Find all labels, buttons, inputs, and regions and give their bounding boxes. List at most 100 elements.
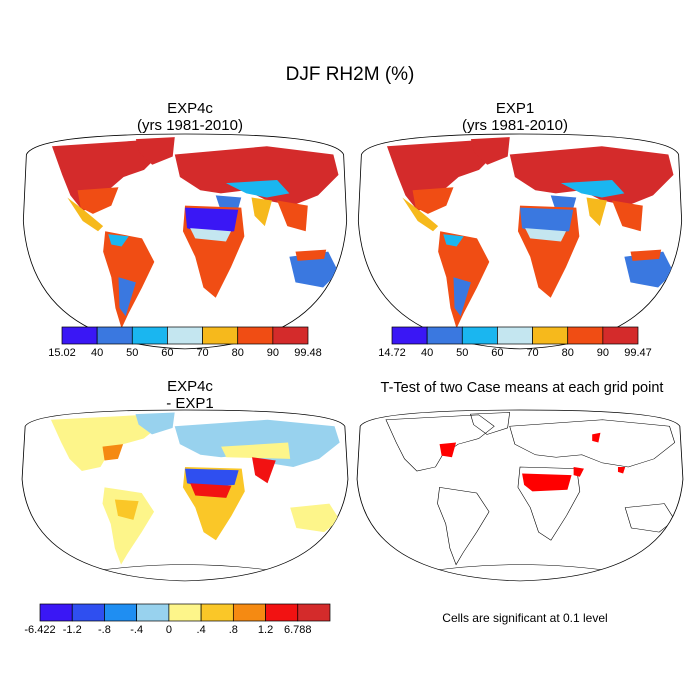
colorbar-swatch [136, 603, 170, 622]
outline-south-america [437, 487, 490, 566]
colorbar-swatch [426, 326, 463, 345]
continent-south-america [438, 231, 490, 329]
region-sa-south [453, 277, 471, 317]
colorbar-swatch [391, 326, 428, 345]
significance-note: Cells are significant at 0.1 level [442, 611, 608, 625]
colorbar-swatch [497, 326, 533, 345]
colorbar-tick-label: 80 [562, 347, 574, 359]
region-us-south [412, 187, 454, 214]
colorbar-tick-label: -1.2 [63, 624, 82, 636]
continent-south-america [103, 231, 155, 329]
colorbar-tick-label: .8 [229, 624, 238, 636]
region-sahara [185, 207, 239, 235]
significant-cells-middle-east [573, 466, 584, 477]
region-sahel [190, 228, 232, 242]
colorbar-tick-label: 70 [196, 347, 208, 359]
panel-title-line: EXP4c [167, 378, 213, 395]
colorbar-tick-label: -.4 [130, 624, 143, 636]
colorbar-swatch [461, 326, 498, 345]
region-india [252, 457, 276, 484]
colorbar-tick-label: 70 [526, 347, 538, 359]
colorbar-tick-label: -.8 [98, 624, 111, 636]
colorbar-swatch [61, 326, 98, 345]
colorbar-tick-label: 90 [267, 347, 279, 359]
colorbar-exp1: 14.72 40 50 60 70 80 90 99.47 [378, 326, 652, 359]
panel-title-exp1: EXP1 (yrs 1981-2010) [355, 100, 675, 134]
region-australia-north [630, 249, 662, 261]
continent-south-america [102, 487, 155, 565]
region-eurasia-south [221, 442, 291, 459]
colorbar-diff: -6.422 -1.2 -.8 -.4 0 .4 .8 1.2 6.788 [24, 603, 331, 636]
colorbar-swatch [202, 326, 239, 345]
colorbar-swatch [131, 326, 168, 345]
region-us-east [102, 444, 124, 461]
colorbar-swatch [168, 603, 202, 622]
region-sa-central [114, 499, 139, 520]
colorbar-swatch [297, 603, 331, 622]
region-se-asia [612, 200, 643, 232]
region-sahel [190, 483, 232, 498]
colorbar-tick-label: 50 [456, 347, 468, 359]
continent-greenland [135, 137, 175, 165]
map-exp4c [22, 133, 348, 350]
colorbar-tick-label: 15.02 [48, 347, 76, 359]
colorbar-tick-label: 99.47 [624, 347, 652, 359]
colorbar-swatch [39, 603, 73, 622]
colorbar-tick-label: 14.72 [378, 347, 406, 359]
colorbar-swatch [532, 326, 569, 345]
region-se-asia [277, 200, 308, 232]
region-sa-north [108, 234, 129, 247]
region-india [251, 197, 272, 227]
colorbar-swatch [96, 326, 133, 345]
region-sa-south [118, 277, 136, 317]
colorbar-tick-label: 60 [491, 347, 503, 359]
colorbar-swatch [167, 326, 203, 345]
map-exp1 [357, 133, 683, 350]
colorbar-swatch [232, 603, 266, 622]
map-ttest [356, 409, 684, 582]
colorbar-swatch [602, 326, 639, 345]
continent-north-america [50, 414, 160, 472]
colorbar-tick-label: 6.788 [284, 624, 312, 636]
panel-title-line: EXP1 [495, 100, 535, 117]
panel-title-ttest: T-Test of two Case means at each grid po… [380, 380, 664, 396]
region-sahara [185, 468, 239, 488]
region-sa-north [443, 234, 464, 247]
panel-subtitle-line: (yrs 1981-2010) [462, 117, 568, 134]
colorbar-tick-label: 0 [166, 624, 172, 636]
colorbar-tick-label: 90 [597, 347, 609, 359]
colorbar-exp4c: 15.02 40 50 60 70 80 90 99.48 [48, 326, 322, 359]
continent-greenland [470, 137, 510, 165]
region-mexico [67, 197, 104, 232]
continent-eurasia [509, 146, 674, 206]
colorbar-tick-label: 80 [232, 347, 244, 359]
continent-australia [624, 251, 674, 288]
panel-subtitle-line: - EXP1 [166, 395, 214, 412]
significant-cells-sahara [522, 473, 572, 492]
colorbar-tick-label: 99.48 [294, 347, 322, 359]
region-sahel [525, 228, 567, 242]
colorbar-tick-label: 40 [91, 347, 103, 359]
outline-africa [517, 466, 581, 541]
colorbar-swatch [272, 326, 309, 345]
figure-title: DJF RH2M (%) [285, 64, 415, 85]
region-sahara [520, 207, 574, 235]
region-mexico [402, 197, 439, 232]
colorbar-swatch [200, 603, 234, 622]
colorbar-swatch [71, 603, 105, 622]
region-central-asia [560, 180, 625, 198]
colorbar-tick-label: 50 [126, 347, 138, 359]
colorbar-swatch [104, 603, 138, 622]
region-us-south [77, 187, 119, 214]
region-australia-north [295, 249, 327, 261]
colorbar-swatch [567, 326, 604, 345]
outline-australia [624, 503, 676, 533]
colorbar-tick-label: 60 [161, 347, 173, 359]
panel-subtitle-line: (yrs 1981-2010) [137, 117, 243, 134]
continent-eurasia [174, 146, 339, 206]
map-diff [21, 409, 349, 582]
colorbar-swatch [265, 603, 299, 622]
continent-australia [290, 503, 340, 533]
significant-cells-us-east [439, 442, 457, 458]
colorbar-tick-label: -6.422 [24, 624, 55, 636]
